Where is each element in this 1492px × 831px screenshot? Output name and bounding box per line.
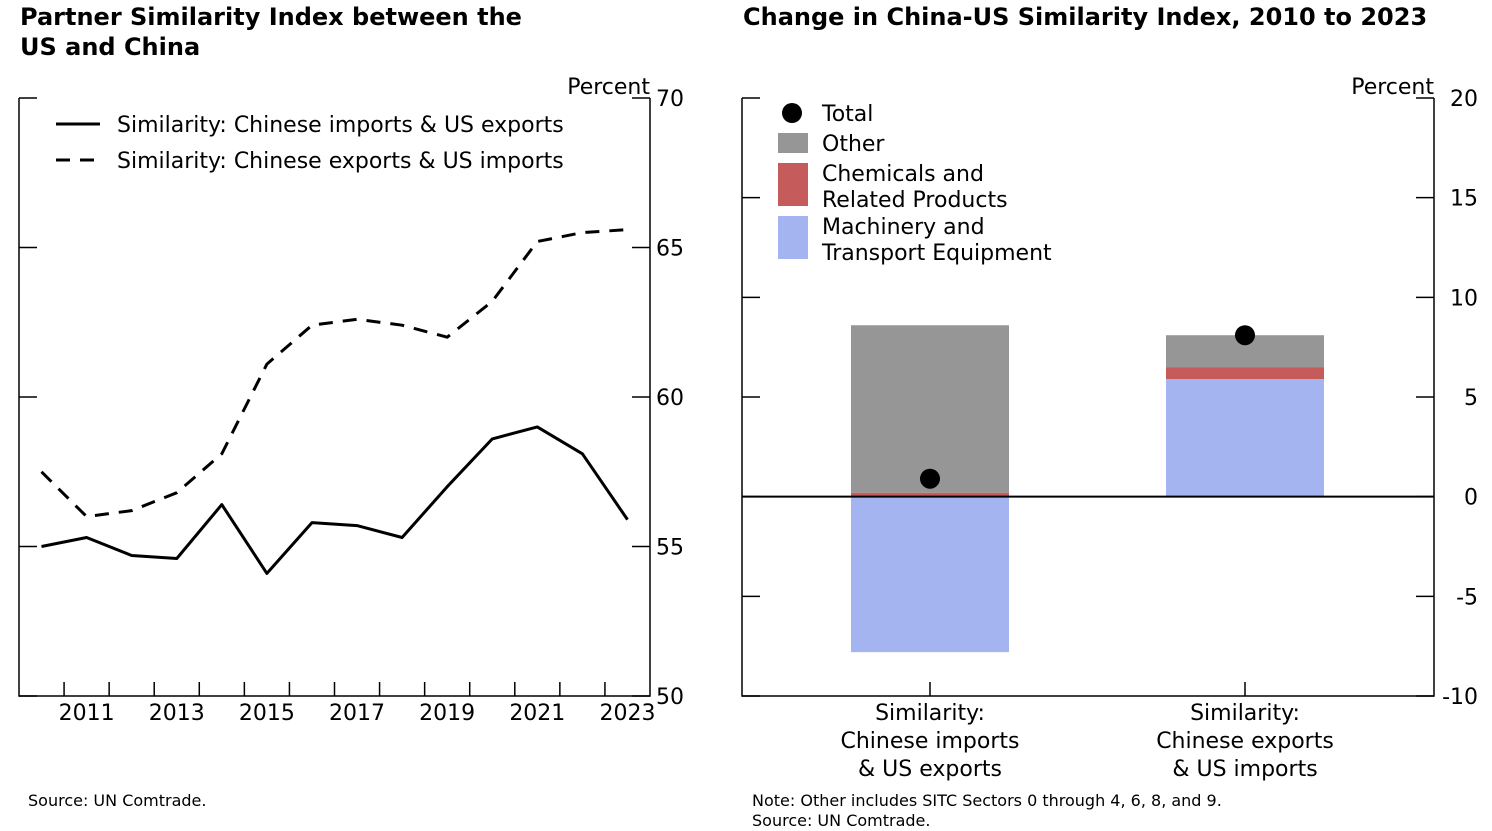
right-y-tick-label: -10	[1442, 685, 1478, 710]
bar-segment-chemicals	[851, 492, 1009, 497]
left-y-tick-label: 70	[656, 87, 684, 112]
legend-label: Related Products	[822, 188, 1008, 213]
left-x-tick-label: 2013	[149, 701, 205, 726]
right-y-tick-label: 0	[1464, 486, 1478, 511]
total-marker	[920, 468, 940, 489]
left-y-tick-label: 50	[656, 685, 684, 710]
legend-swatch-chemicals	[778, 163, 808, 206]
right-y-tick-label: -5	[1456, 585, 1478, 610]
right-y-tick-label: 5	[1464, 386, 1478, 411]
left-x-tick-label: 2021	[509, 701, 565, 726]
legend-label: Machinery and	[822, 215, 985, 240]
category-label: Similarity:	[1190, 701, 1300, 726]
left-x-tick-label: 2011	[59, 701, 115, 726]
legend-label: Chemicals and	[822, 162, 984, 187]
right-chart-source: Source: UN Comtrade.	[752, 811, 931, 830]
category-label: Chinese imports	[841, 729, 1020, 754]
left-x-tick-label: 2019	[419, 701, 475, 726]
left-y-tick-label: 55	[656, 536, 684, 561]
legend-swatch-machinery	[778, 216, 808, 259]
series-line-imports-exports	[41, 425, 629, 575]
category-label: Similarity:	[875, 701, 985, 726]
legend-total-marker	[782, 103, 802, 123]
right-y-tick-label: 15	[1450, 187, 1478, 212]
category-label: & US exports	[858, 757, 1002, 782]
category-label: Chinese exports	[1156, 729, 1334, 754]
left-y-tick-label: 65	[656, 237, 684, 262]
category-label: & US imports	[1172, 757, 1317, 782]
legend-label: Similarity: Chinese imports & US exports	[117, 113, 564, 138]
right-chart-title: Change in China-US Similarity Index, 201…	[743, 3, 1428, 31]
left-y-axis-label: Percent	[567, 75, 650, 100]
left-x-tick-label: 2015	[239, 701, 295, 726]
left-chart-source: Source: UN Comtrade.	[28, 791, 207, 810]
legend-label: Transport Equipment	[821, 241, 1052, 266]
bar-segment-machinery	[1166, 379, 1324, 497]
legend-label: Other	[822, 132, 885, 157]
left-x-tick-label: 2017	[329, 701, 385, 726]
right-chart-note: Note: Other includes SITC Sectors 0 thro…	[752, 791, 1222, 810]
total-marker	[1235, 325, 1255, 346]
legend-swatch-other	[778, 133, 808, 153]
left-y-tick-label: 60	[656, 386, 684, 411]
right-y-tick-label: 10	[1450, 286, 1478, 311]
left-chart-frame	[18, 98, 651, 697]
right-y-axis-label: Percent	[1351, 75, 1434, 100]
left-chart-title: Partner Similarity Index between the US …	[20, 3, 522, 61]
legend-label: Similarity: Chinese exports & US imports	[117, 149, 564, 174]
bar-segment-chemicals	[1166, 367, 1324, 380]
right-y-tick-label: 20	[1450, 87, 1478, 112]
series-line-exports-imports	[40, 228, 628, 519]
left-x-tick-label: 2023	[599, 701, 655, 726]
bar-segment-other	[851, 325, 1009, 493]
legend-label: Total	[821, 102, 873, 127]
bar-segment-machinery	[851, 496, 1009, 653]
